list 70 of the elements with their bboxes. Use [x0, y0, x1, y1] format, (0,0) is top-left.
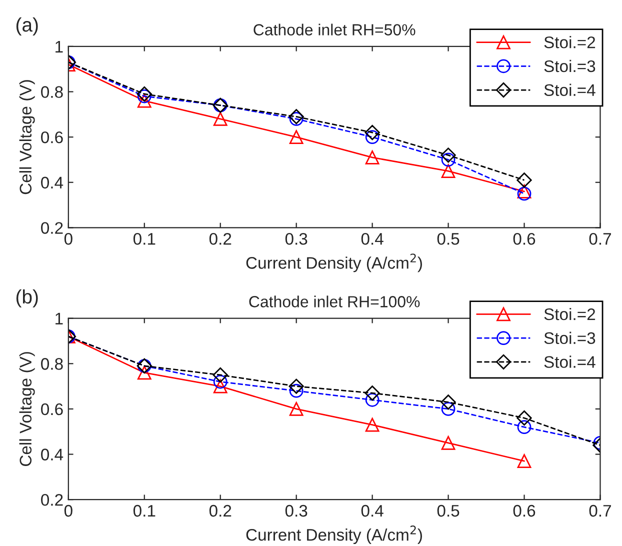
x-tick-label: 0.7 — [589, 232, 611, 245]
point — [213, 112, 228, 126]
legend-label: Stoi.=4 — [544, 84, 596, 96]
legend-label: Stoi.=3 — [544, 60, 596, 72]
y-tick-label: 0.8 — [41, 86, 63, 98]
y-tick-label: 0.6 — [41, 403, 63, 416]
point — [212, 367, 228, 383]
y-tick-label: 1 — [56, 312, 63, 324]
y-tick-label: 0.4 — [41, 176, 64, 189]
point — [365, 418, 380, 432]
point — [365, 392, 380, 407]
x-axis-title: Current Density (A/cm$^{2}$) — [246, 526, 422, 544]
x-tick-label: 0 — [64, 232, 72, 245]
x-tick-label: 0.1 — [133, 232, 156, 245]
point — [213, 379, 228, 394]
point — [517, 184, 532, 198]
x-tick-label: 0.4 — [361, 504, 384, 517]
point — [441, 436, 456, 450]
point — [516, 410, 532, 426]
point — [441, 152, 456, 167]
point — [517, 420, 532, 434]
y-tick-label: 0.6 — [41, 131, 63, 144]
chart-title: Cathode inlet RH=100% — [249, 296, 420, 308]
x-axis-title: Current Density (A/cm$^{2}$) — [246, 254, 422, 272]
point — [517, 186, 532, 201]
text: (a) — [16, 17, 38, 36]
text: (b) — [16, 289, 38, 308]
point — [137, 366, 152, 380]
x-tick-label: 0.1 — [133, 504, 156, 517]
x-tick-label: 0.2 — [209, 232, 232, 245]
point — [213, 374, 228, 389]
x-tick-label: 0.4 — [361, 232, 384, 245]
point — [136, 86, 152, 102]
point — [137, 89, 152, 104]
point — [365, 150, 380, 164]
legend-label: Stoi.=4 — [544, 356, 596, 368]
point — [365, 130, 380, 144]
point — [289, 402, 304, 416]
legend-label: Stoi.=2 — [544, 36, 596, 48]
x-tick-label: 0.3 — [285, 232, 308, 245]
point — [289, 130, 304, 144]
legend-label: Stoi.=3 — [544, 332, 596, 344]
x-tick-label: 0.6 — [513, 232, 536, 245]
point — [288, 378, 304, 394]
y-tick-label: 0.2 — [41, 222, 63, 234]
x-tick-label: 0.5 — [437, 504, 460, 517]
x-tick-label: 0.3 — [285, 504, 308, 517]
point — [440, 148, 456, 163]
y-tick-label: 0.2 — [41, 494, 63, 506]
point — [137, 94, 152, 108]
point — [364, 386, 380, 401]
x-tick-label: 0.7 — [589, 504, 611, 517]
y-tick-label: 0.8 — [41, 358, 63, 370]
point — [516, 172, 532, 188]
point — [441, 402, 456, 416]
point — [440, 394, 456, 410]
point — [289, 384, 304, 398]
chart-title: Cathode inlet RH=50% — [254, 24, 416, 36]
y-tick-label: 0.4 — [41, 448, 64, 460]
y-tick-label: 1 — [56, 40, 63, 52]
y-axis-title: Cell Voltage (V) — [19, 80, 35, 194]
x-tick-label: 0.2 — [209, 504, 232, 517]
point — [441, 164, 456, 178]
y-axis-title: Cell Voltage (V) — [19, 352, 35, 466]
x-tick-label: 0.5 — [437, 232, 460, 245]
x-tick-label: 0 — [64, 504, 72, 517]
point — [517, 454, 532, 468]
legend-label: Stoi.=2 — [544, 308, 596, 320]
x-tick-label: 0.6 — [513, 504, 536, 517]
point — [364, 124, 380, 140]
